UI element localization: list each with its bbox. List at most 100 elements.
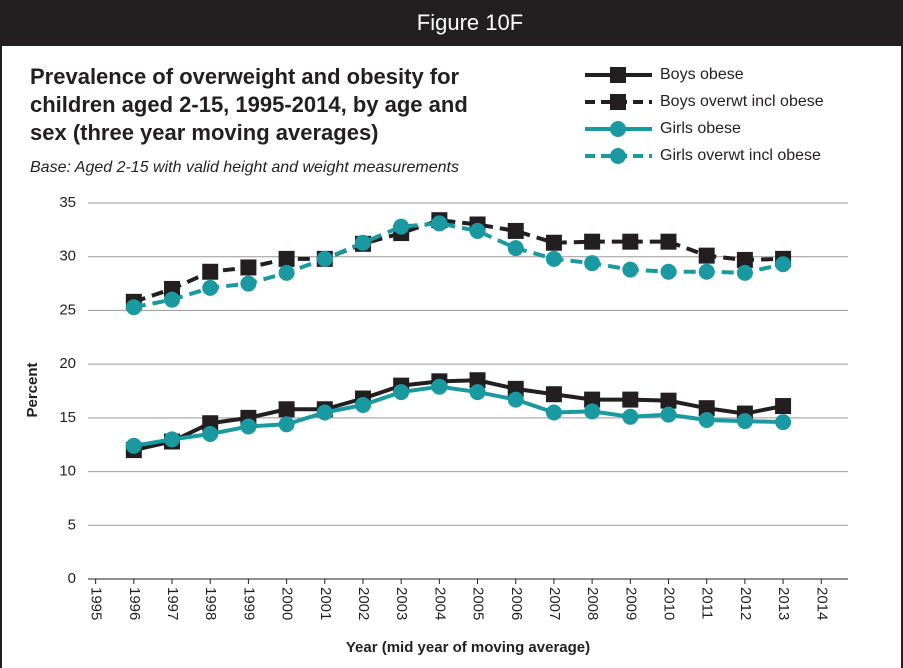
x-tick-label: 2000 [279, 587, 296, 620]
marker [507, 391, 524, 408]
x-tick-label: 2012 [737, 587, 754, 620]
marker [698, 412, 715, 429]
marker [660, 392, 677, 409]
marker [125, 299, 142, 316]
marker [736, 413, 753, 430]
legend-marker [610, 121, 626, 137]
marker [354, 396, 371, 413]
x-tick-label: 1996 [126, 587, 143, 620]
chart-title: Prevalence of overweight and obesity for [30, 64, 460, 89]
marker [240, 418, 257, 435]
header: Figure 10F [417, 10, 523, 35]
x-tick-label: 2007 [546, 587, 563, 620]
marker [584, 391, 601, 408]
marker [622, 391, 639, 408]
marker [622, 408, 639, 425]
subtitle: Base: Aged 2-15 with valid height and we… [30, 159, 459, 176]
x-tick-label: 2001 [317, 587, 334, 620]
legend-label: Boys obese [660, 66, 744, 83]
marker [584, 403, 601, 420]
marker [393, 384, 410, 401]
marker [125, 437, 142, 454]
marker [278, 250, 295, 267]
marker [316, 404, 333, 421]
x-tick-label: 2010 [661, 587, 678, 620]
marker [698, 247, 715, 264]
y-tick-label: 5 [68, 516, 76, 533]
marker [698, 263, 715, 280]
marker [660, 233, 677, 250]
marker [164, 291, 181, 308]
x-tick-label: 2006 [508, 587, 525, 620]
series-line [133, 221, 784, 310]
marker [431, 215, 448, 232]
header-bar [0, 0, 903, 46]
marker [545, 386, 562, 403]
marker [660, 406, 677, 423]
marker [164, 431, 181, 448]
legend-marker [610, 94, 626, 110]
marker [507, 240, 524, 257]
x-tick-label: 2009 [622, 587, 639, 620]
marker [278, 264, 295, 281]
x-tick-label: 1997 [164, 587, 181, 620]
series-line [133, 384, 784, 448]
marker [507, 222, 524, 239]
y-axis-title: Percent [24, 362, 41, 417]
marker [775, 414, 792, 431]
y-tick-label: 0 [68, 570, 76, 587]
marker [278, 416, 295, 433]
marker [622, 233, 639, 250]
marker [660, 263, 677, 280]
marker [278, 401, 295, 418]
y-tick-label: 35 [59, 194, 76, 211]
marker [775, 398, 792, 415]
legend-label: Boys overwt incl obese [660, 93, 824, 110]
x-tick-label: 1995 [88, 587, 105, 620]
marker [202, 425, 219, 442]
x-axis-title: Year (mid year of moving average) [346, 639, 590, 656]
marker [736, 251, 753, 268]
marker [622, 261, 639, 278]
marker [736, 264, 753, 281]
legend-label: Girls obese [660, 120, 741, 137]
marker [202, 279, 219, 296]
x-tick-label: 1998 [202, 587, 219, 620]
marker [545, 404, 562, 421]
marker [469, 384, 486, 401]
x-tick-label: 2014 [813, 587, 830, 620]
chart-title: children aged 2-15, 1995-2014, by age an… [30, 92, 468, 117]
marker [393, 218, 410, 235]
marker [584, 255, 601, 272]
marker [698, 400, 715, 417]
y-tick-label: 10 [59, 463, 76, 480]
y-tick-label: 15 [59, 409, 76, 426]
marker [545, 234, 562, 251]
marker [240, 259, 257, 276]
marker [316, 250, 333, 267]
legend-label: Girls overwt incl obese [660, 147, 821, 164]
marker [775, 256, 792, 273]
x-tick-label: 2002 [355, 587, 372, 620]
x-tick-label: 2013 [775, 587, 792, 620]
marker [469, 222, 486, 239]
y-tick-label: 30 [59, 248, 76, 265]
x-tick-label: 2011 [699, 587, 716, 619]
chart-title: sex (three year moving averages) [30, 120, 379, 145]
marker [202, 263, 219, 280]
x-tick-label: 2004 [431, 587, 448, 620]
marker [240, 275, 257, 292]
y-tick-label: 25 [59, 301, 76, 318]
x-tick-label: 2008 [584, 587, 601, 620]
marker [545, 250, 562, 267]
marker [431, 378, 448, 395]
series-line [133, 218, 784, 304]
marker [354, 234, 371, 251]
y-tick-label: 20 [59, 355, 76, 372]
x-tick-label: 2003 [393, 587, 410, 620]
marker [469, 372, 486, 389]
x-tick-label: 1999 [240, 587, 257, 620]
x-tick-label: 2005 [470, 587, 487, 620]
